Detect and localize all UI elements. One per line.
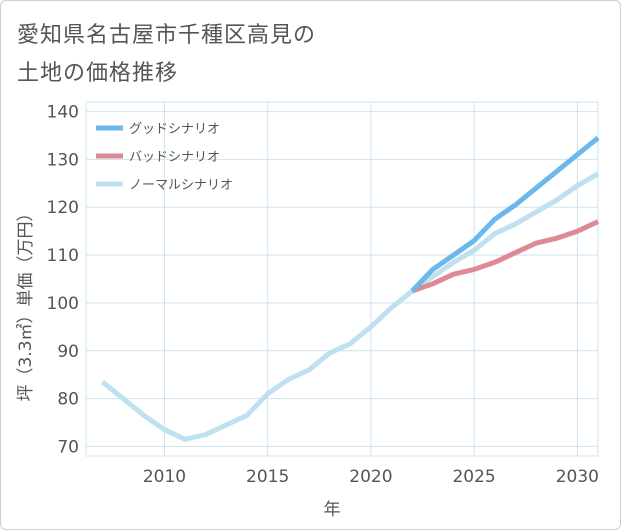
y-tick-label: 100 bbox=[47, 294, 79, 314]
series-layer bbox=[100, 135, 600, 442]
y-axis-title: 坪（3.3㎡）単価（万円） bbox=[16, 204, 36, 401]
y-tick-labels: 70 80 90 100 110 120 130 140 bbox=[47, 103, 79, 458]
y-tick-label: 80 bbox=[57, 390, 79, 410]
series-line-bad bbox=[411, 219, 600, 294]
x-axis-title: 年 bbox=[324, 500, 341, 520]
grid-layer bbox=[85, 101, 599, 457]
x-tick-label: 2030 bbox=[556, 467, 599, 487]
y-tick-label: 70 bbox=[57, 437, 79, 457]
plot-frame bbox=[85, 101, 599, 457]
legend-label: バッドシナリオ bbox=[129, 150, 220, 165]
y-tick-label: 90 bbox=[57, 342, 79, 362]
legend-item: ノーマルシナリオ bbox=[96, 178, 233, 193]
legend-label: ノーマルシナリオ bbox=[129, 178, 233, 193]
chart-title-line-1: 愛知県名古屋市千種区高見の bbox=[17, 23, 317, 48]
y-tick-label: 140 bbox=[47, 103, 79, 123]
x-tick-label: 2025 bbox=[452, 467, 495, 487]
y-tick-label: 110 bbox=[47, 246, 79, 266]
x-tick-label: 2010 bbox=[143, 467, 186, 487]
legend-item: バッドシナリオ bbox=[96, 150, 220, 165]
legend-item: グッドシナリオ bbox=[96, 122, 220, 137]
chart-title-line-2: 土地の価格推移 bbox=[17, 61, 179, 86]
y-tick-label: 130 bbox=[47, 150, 79, 170]
y-tick-label: 120 bbox=[47, 198, 79, 218]
series-line-good bbox=[410, 135, 600, 293]
series-line-normal bbox=[100, 171, 600, 442]
x-tick-label: 2015 bbox=[246, 467, 289, 487]
x-tick-labels: 2010 2015 2020 2025 2030 bbox=[143, 467, 599, 487]
legend-label: グッドシナリオ bbox=[129, 122, 220, 137]
x-tick-label: 2020 bbox=[349, 467, 392, 487]
